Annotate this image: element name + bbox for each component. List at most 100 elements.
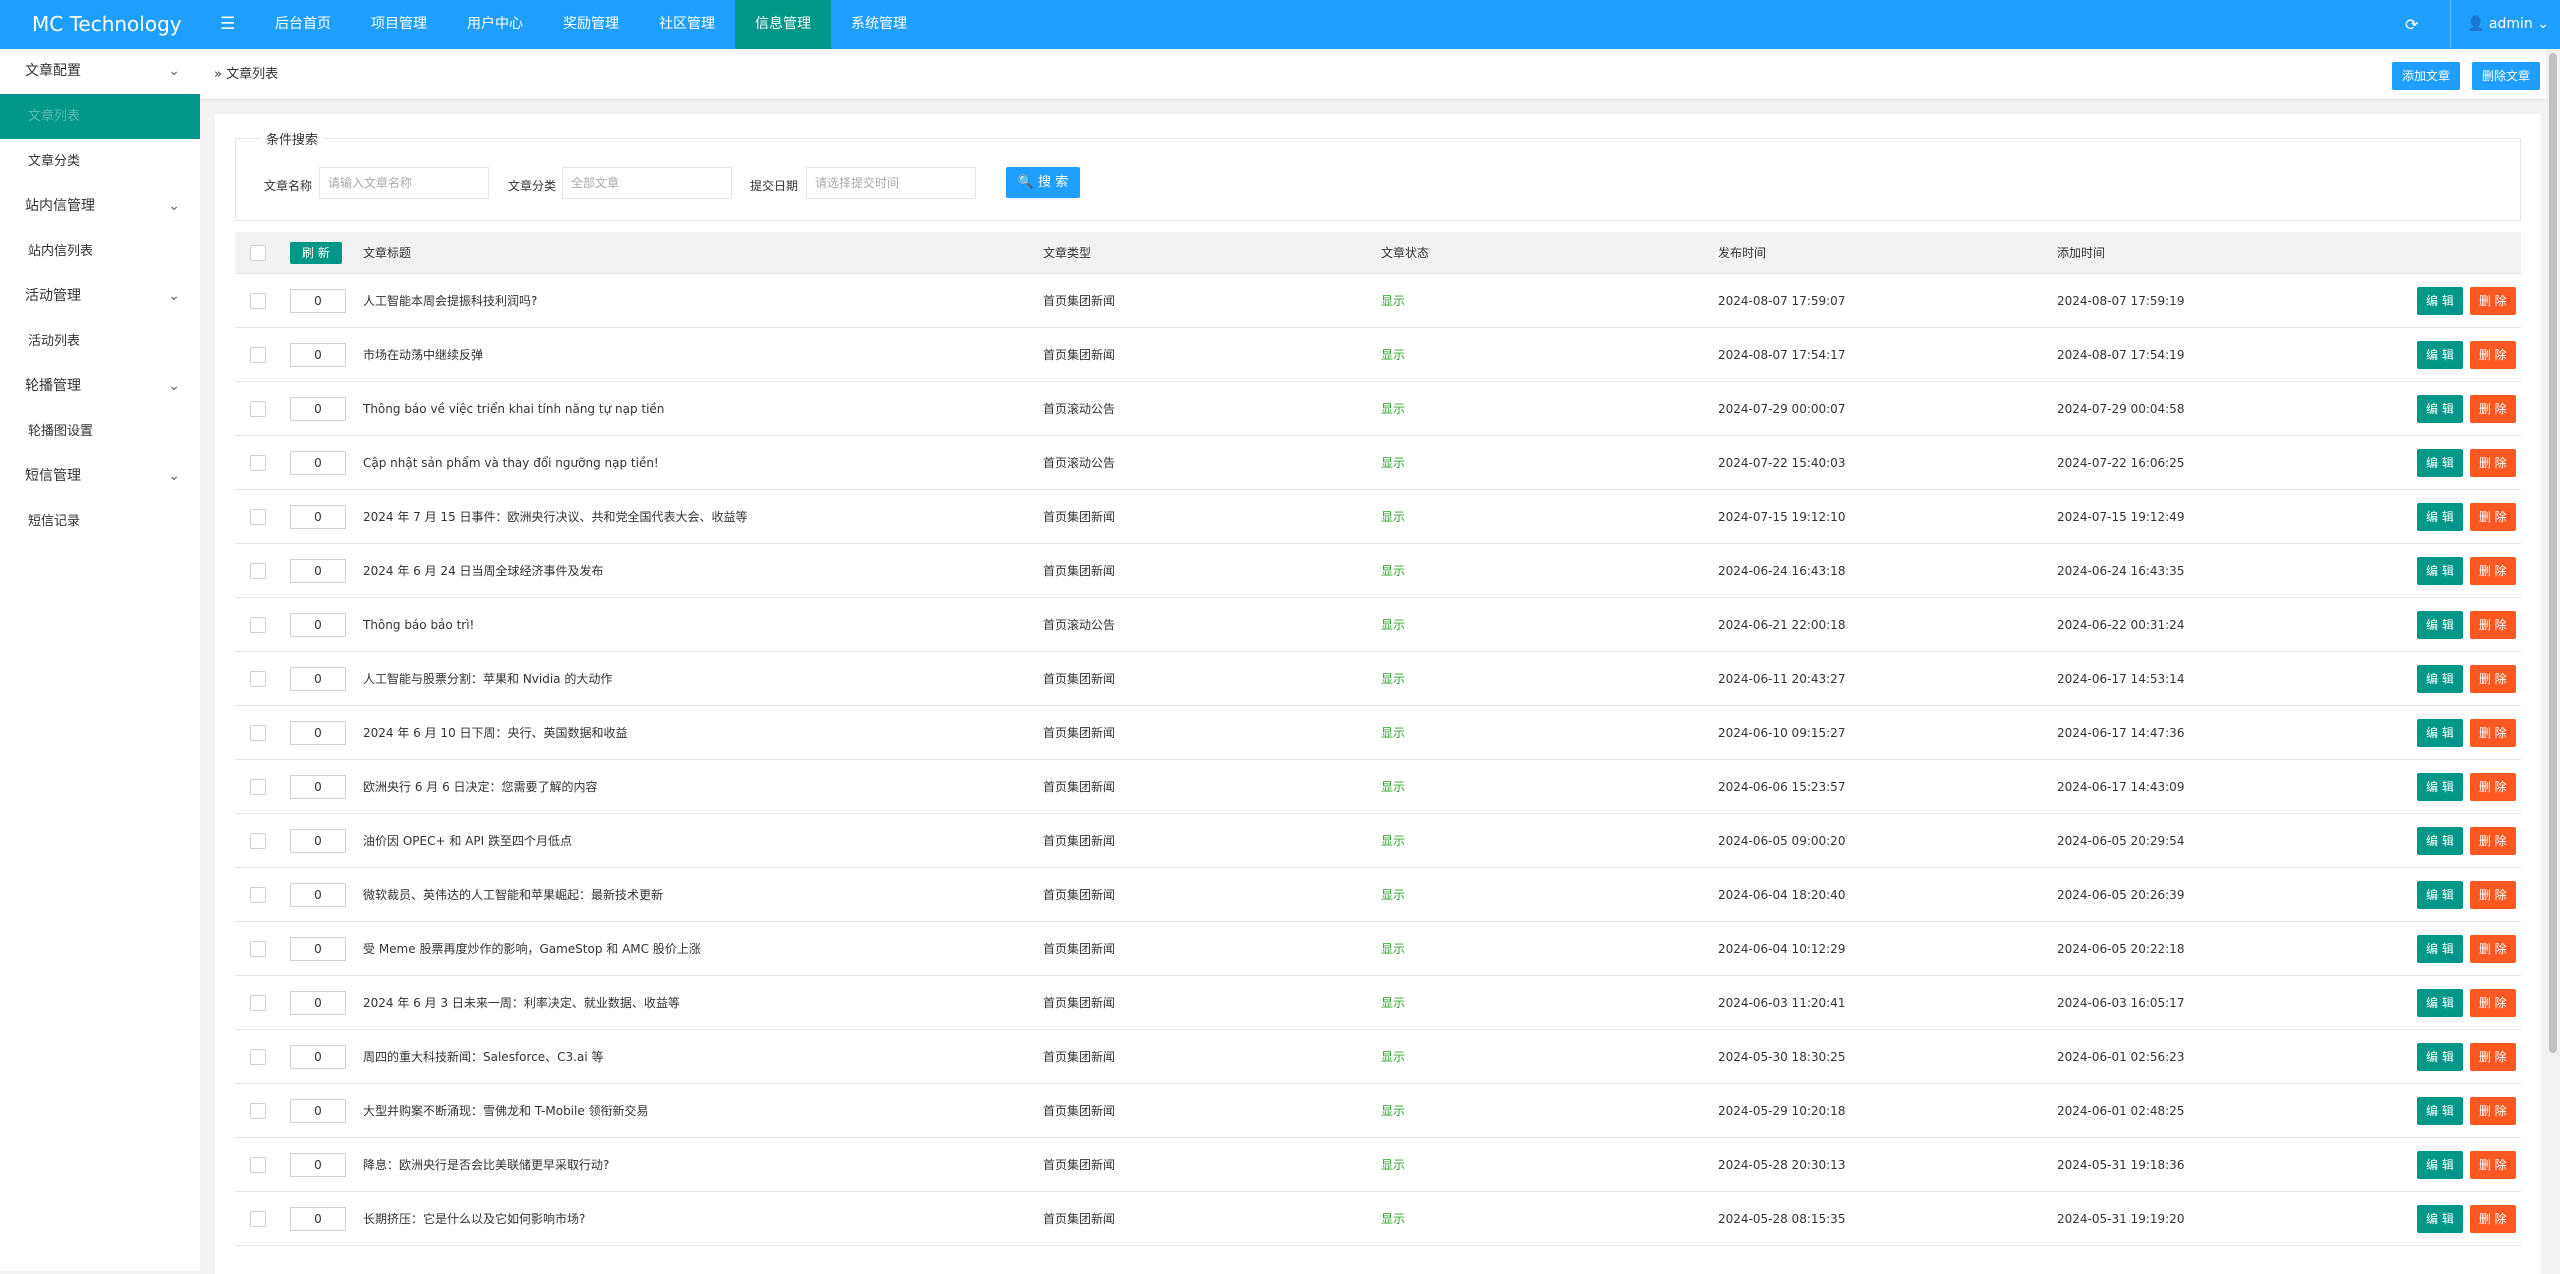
- checkbox[interactable]: [250, 940, 266, 957]
- delete-button[interactable]: 删除文章: [2472, 62, 2541, 90]
- sort-input[interactable]: 0: [290, 558, 346, 583]
- menu-item[interactable]: 短信记录: [0, 499, 200, 544]
- checkbox[interactable]: [250, 508, 266, 525]
- edit-button[interactable]: 编 辑: [2417, 340, 2463, 369]
- edit-button[interactable]: 编 辑: [2417, 826, 2463, 855]
- edit-button[interactable]: 编 辑: [2417, 448, 2463, 477]
- nav-item[interactable]: 系统管理: [851, 16, 907, 32]
- sort-input[interactable]: 0: [290, 612, 346, 637]
- checkbox[interactable]: [250, 1102, 266, 1119]
- checkbox[interactable]: [250, 562, 266, 579]
- sort-input[interactable]: 0: [290, 1206, 346, 1231]
- edit-button[interactable]: 编 辑: [2417, 502, 2463, 531]
- sort-input[interactable]: 0: [290, 720, 346, 745]
- sort-input[interactable]: 0: [290, 882, 346, 907]
- refresh-button[interactable]: 刷 新: [290, 241, 342, 264]
- checkbox[interactable]: [250, 244, 266, 261]
- delete-button[interactable]: 删 除: [2469, 1042, 2516, 1071]
- add-button[interactable]: 添加文章: [2392, 62, 2461, 90]
- edit-button[interactable]: 编 辑: [2417, 934, 2463, 963]
- edit-button[interactable]: 编 辑: [2417, 1096, 2463, 1125]
- menu-item[interactable]: 文章分类: [0, 139, 200, 184]
- edit-button[interactable]: 编 辑: [2417, 880, 2463, 909]
- menu-toggle[interactable]: ☰: [220, 14, 236, 34]
- edit-button[interactable]: 编 辑: [2417, 286, 2463, 315]
- sort-input[interactable]: 0: [290, 342, 346, 367]
- menu-item[interactable]: 活动列表: [0, 319, 200, 364]
- delete-button[interactable]: 删 除: [2469, 880, 2516, 909]
- checkbox[interactable]: [250, 292, 266, 309]
- delete-button[interactable]: 删 除: [2469, 1204, 2516, 1233]
- sort-input[interactable]: 0: [290, 1152, 346, 1177]
- delete-button[interactable]: 删 除: [2469, 826, 2516, 855]
- menu-item[interactable]: 轮播图设置: [0, 409, 200, 454]
- delete-button[interactable]: 删 除: [2469, 556, 2516, 585]
- delete-button[interactable]: 删 除: [2469, 610, 2516, 639]
- menu-group[interactable]: 轮播管理 ⌄: [0, 364, 200, 409]
- edit-button[interactable]: 编 辑: [2417, 772, 2463, 801]
- sort-input[interactable]: 0: [290, 774, 346, 799]
- menu-group[interactable]: 活动管理 ⌄: [0, 274, 200, 319]
- sort-input[interactable]: 0: [290, 396, 346, 421]
- checkbox[interactable]: [250, 454, 266, 471]
- delete-button[interactable]: 删 除: [2469, 718, 2516, 747]
- delete-button[interactable]: 删 除: [2469, 448, 2516, 477]
- edit-button[interactable]: 编 辑: [2417, 718, 2463, 747]
- delete-button[interactable]: 删 除: [2469, 772, 2516, 801]
- sort-input[interactable]: 0: [290, 450, 346, 475]
- menu-group[interactable]: 短信管理 ⌄: [0, 454, 200, 499]
- search-button[interactable]: 🔍 搜 索: [1006, 167, 1080, 198]
- nav-item[interactable]: 项目管理: [371, 16, 427, 32]
- user-menu[interactable]: 👤 admin ⌄: [2450, 0, 2560, 49]
- edit-button[interactable]: 编 辑: [2417, 1042, 2463, 1071]
- delete-button[interactable]: 删 除: [2469, 664, 2516, 693]
- sort-input[interactable]: 0: [290, 288, 346, 313]
- checkbox[interactable]: [250, 1156, 266, 1173]
- delete-button[interactable]: 删 除: [2469, 340, 2516, 369]
- edit-button[interactable]: 编 辑: [2417, 610, 2463, 639]
- menu-item[interactable]: 文章列表: [0, 94, 200, 139]
- checkbox[interactable]: [250, 994, 266, 1011]
- sort-input[interactable]: 0: [290, 1098, 346, 1123]
- sort-input[interactable]: 0: [290, 666, 346, 691]
- menu-group[interactable]: 站内信管理 ⌄: [0, 184, 200, 229]
- nav-item[interactable]: 奖励管理: [563, 16, 619, 32]
- delete-button[interactable]: 删 除: [2469, 1096, 2516, 1125]
- menu-item[interactable]: 站内信列表: [0, 229, 200, 274]
- checkbox[interactable]: [250, 400, 266, 417]
- delete-button[interactable]: 删 除: [2469, 502, 2516, 531]
- checkbox[interactable]: [250, 346, 266, 363]
- checkbox[interactable]: [250, 616, 266, 633]
- checkbox[interactable]: [250, 778, 266, 795]
- sort-input[interactable]: 0: [290, 1044, 346, 1069]
- edit-button[interactable]: 编 辑: [2417, 1204, 2463, 1233]
- sort-input[interactable]: 0: [290, 504, 346, 529]
- nav-item[interactable]: 用户中心: [467, 16, 523, 32]
- delete-button[interactable]: 删 除: [2469, 394, 2516, 423]
- sort-input[interactable]: 0: [290, 828, 346, 853]
- checkbox[interactable]: [250, 670, 266, 687]
- delete-button[interactable]: 删 除: [2469, 1150, 2516, 1179]
- name-input[interactable]: 请输入文章名称: [319, 167, 489, 199]
- edit-button[interactable]: 编 辑: [2417, 988, 2463, 1017]
- menu-group[interactable]: 文章配置 ⌄: [0, 49, 200, 94]
- sort-input[interactable]: 0: [290, 990, 346, 1015]
- delete-button[interactable]: 删 除: [2469, 286, 2516, 315]
- checkbox[interactable]: [250, 832, 266, 849]
- logo[interactable]: MC Technology: [32, 12, 182, 36]
- nav-item[interactable]: 信息管理: [735, 0, 831, 49]
- nav-item[interactable]: 社区管理: [659, 16, 715, 32]
- date-input[interactable]: 请选择提交时间: [806, 167, 976, 199]
- edit-button[interactable]: 编 辑: [2417, 1150, 2463, 1179]
- checkbox[interactable]: [250, 724, 266, 741]
- edit-button[interactable]: 编 辑: [2417, 394, 2463, 423]
- delete-button[interactable]: 删 除: [2469, 988, 2516, 1017]
- edit-button[interactable]: 编 辑: [2417, 556, 2463, 585]
- nav-item[interactable]: 后台首页: [275, 16, 331, 32]
- edit-button[interactable]: 编 辑: [2417, 664, 2463, 693]
- sort-input[interactable]: 0: [290, 936, 346, 961]
- refresh-icon[interactable]: ⟳: [2405, 15, 2419, 34]
- checkbox[interactable]: [250, 886, 266, 903]
- checkbox[interactable]: [250, 1210, 266, 1227]
- delete-button[interactable]: 删 除: [2469, 934, 2516, 963]
